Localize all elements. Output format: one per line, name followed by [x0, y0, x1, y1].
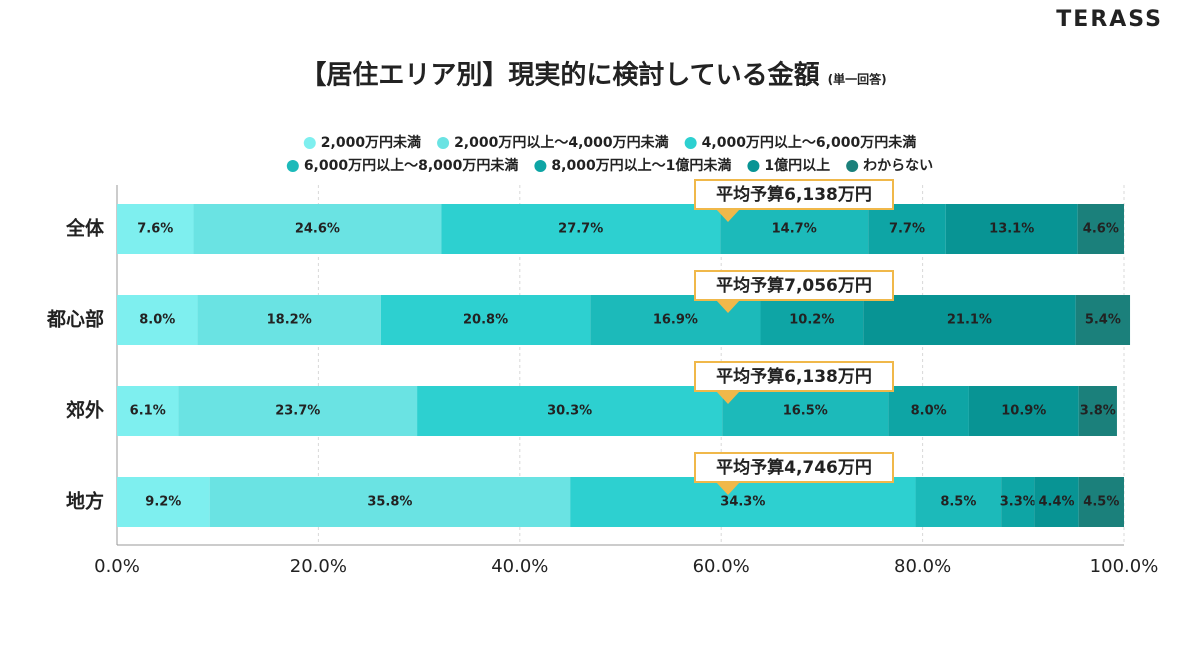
legend-label: 2,000万円未満	[321, 134, 421, 151]
chart-subtitle: (単一回答)	[828, 72, 887, 87]
legend-swatch	[437, 137, 450, 149]
callout-pointer	[716, 482, 740, 495]
callout-text: 平均予算4,746万円	[716, 457, 872, 478]
bar-segment	[193, 204, 442, 254]
callout-pointer	[716, 209, 740, 222]
bar-segment	[209, 477, 571, 527]
legend-row: 6,000万円以上～8,000万円未満 8,000万円以上～1億円未満 1億円以上 わ…	[286, 157, 933, 174]
value-label: 7.7%	[889, 222, 925, 237]
value-label: 3.8%	[1080, 404, 1116, 419]
bar-segment	[441, 204, 721, 254]
callout-box	[694, 452, 894, 483]
value-label: 8.5%	[940, 495, 976, 510]
legend-swatch	[286, 160, 299, 172]
legend-swatch	[534, 160, 547, 172]
legend-label: 1億円以上	[764, 157, 830, 174]
legend-swatch	[846, 160, 859, 172]
bar-segment	[570, 477, 916, 527]
value-label: 14.7%	[772, 222, 817, 237]
callout-pointer	[716, 391, 740, 404]
value-label: 8.0%	[139, 313, 175, 328]
value-label: 6.1%	[130, 404, 166, 419]
bar-segment	[915, 477, 1002, 527]
bar-segment	[1077, 204, 1124, 254]
bar-segment	[1078, 477, 1124, 527]
value-label: 18.2%	[267, 313, 312, 328]
bar-segment	[380, 295, 591, 345]
value-label: 35.8%	[367, 495, 412, 510]
value-label: 8.0%	[911, 404, 947, 419]
bar-segment	[1001, 477, 1035, 527]
bar-segment	[760, 295, 864, 345]
y-tick-label: 地方	[66, 490, 104, 513]
x-tick-label: 60.0%	[693, 556, 750, 577]
legend-label: わからない	[863, 158, 933, 174]
callout-box	[694, 361, 894, 392]
callout-pointer	[716, 300, 740, 313]
bar-segment	[178, 386, 418, 436]
legend-row: 2,000万円未満 2,000万円以上～4,000万円未満 4,000万円以上～6,…	[303, 134, 917, 151]
value-label: 10.9%	[1001, 404, 1046, 419]
chart-title: 【居住エリア別】現実的に検討している金額	[300, 60, 819, 91]
x-tick-label: 40.0%	[491, 556, 548, 577]
brand-logo: TERASS	[1056, 7, 1163, 32]
legend-label: 8,000万円以上～1億円未満	[551, 157, 731, 174]
callout-box	[694, 179, 894, 210]
value-label: 3.3%	[1000, 495, 1036, 510]
value-label: 30.3%	[547, 404, 592, 419]
y-tick-label: 都心部	[46, 308, 104, 331]
bar-segment	[888, 386, 969, 436]
value-label: 16.5%	[783, 404, 828, 419]
value-label: 20.8%	[463, 313, 508, 328]
bar-segment	[197, 295, 381, 345]
bar-segment	[1075, 295, 1131, 345]
legend-label: 4,000万円以上～6,000万円未満	[702, 134, 917, 151]
y-tick-label: 全体	[65, 217, 105, 240]
bar-segment	[968, 386, 1079, 436]
legend-label: 2,000万円以上～4,000万円未満	[454, 134, 669, 151]
bar-segment	[868, 204, 946, 254]
value-label: 21.1%	[947, 313, 992, 328]
callout-text: 平均予算6,138万円	[716, 366, 872, 387]
legend-swatch	[747, 160, 760, 172]
value-label: 13.1%	[989, 222, 1034, 237]
value-label: 4.4%	[1038, 495, 1074, 510]
value-label: 16.9%	[653, 313, 698, 328]
x-tick-label: 100.0%	[1090, 556, 1159, 577]
x-tick-label: 20.0%	[290, 556, 347, 577]
bar-segment	[117, 477, 210, 527]
y-tick-label: 郊外	[66, 399, 104, 422]
value-label: 4.5%	[1083, 495, 1119, 510]
bar-segment	[863, 295, 1076, 345]
value-label: 10.2%	[789, 313, 834, 328]
value-label: 5.4%	[1085, 313, 1121, 328]
value-label: 34.3%	[720, 495, 765, 510]
bar-segment	[945, 204, 1078, 254]
bar-segment	[117, 204, 194, 254]
callout-text: 平均予算7,056万円	[716, 275, 872, 296]
value-label: 24.6%	[295, 222, 340, 237]
bar-segment	[1034, 477, 1079, 527]
bar-segment	[417, 386, 723, 436]
x-tick-label: 0.0%	[94, 556, 140, 577]
legend-swatch	[684, 137, 697, 149]
bar-segment	[1078, 386, 1117, 436]
bar-segment	[117, 386, 179, 436]
legend-swatch	[303, 137, 316, 149]
callout-box	[694, 270, 894, 301]
bar-segment	[117, 295, 198, 345]
value-label: 23.7%	[275, 404, 320, 419]
value-label: 9.2%	[145, 495, 181, 510]
value-label: 27.7%	[558, 222, 603, 237]
bar-segment	[720, 204, 869, 254]
legend-label: 6,000万円以上～8,000万円未満	[304, 157, 519, 174]
callout-text: 平均予算6,138万円	[716, 184, 872, 205]
x-tick-label: 80.0%	[894, 556, 951, 577]
value-label: 4.6%	[1083, 222, 1119, 237]
bar-segment	[722, 386, 889, 436]
value-label: 7.6%	[137, 222, 173, 237]
